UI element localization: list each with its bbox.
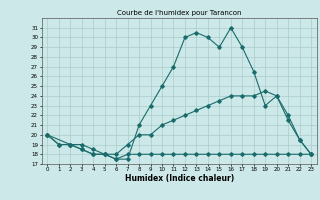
X-axis label: Humidex (Indice chaleur): Humidex (Indice chaleur) xyxy=(124,174,234,183)
Title: Courbe de l'humidex pour Tarancon: Courbe de l'humidex pour Tarancon xyxy=(117,10,242,16)
